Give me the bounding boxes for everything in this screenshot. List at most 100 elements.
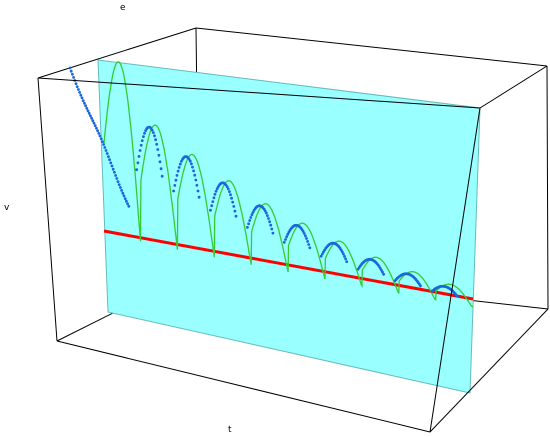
measured-point bbox=[139, 143, 143, 147]
measured-point bbox=[105, 152, 109, 155]
measured-point bbox=[89, 114, 92, 118]
measured-point bbox=[77, 88, 80, 91]
measured-point bbox=[156, 148, 160, 151]
measured-point bbox=[87, 111, 91, 115]
measured-point bbox=[99, 137, 103, 141]
measured-point bbox=[120, 189, 123, 192]
measured-point bbox=[213, 192, 217, 196]
measured-point bbox=[98, 134, 102, 138]
measured-point bbox=[195, 183, 199, 187]
measured-point bbox=[231, 200, 235, 204]
measured-point bbox=[304, 234, 307, 238]
measured-point bbox=[234, 214, 238, 218]
measured-point bbox=[140, 139, 144, 143]
measured-point bbox=[268, 220, 271, 224]
measured-point bbox=[116, 180, 120, 184]
measured-point bbox=[266, 214, 269, 218]
measured-point bbox=[197, 195, 201, 199]
axis-label-e: e bbox=[120, 3, 126, 13]
measured-point bbox=[96, 129, 99, 133]
measured-points bbox=[68, 66, 459, 298]
box-edge bbox=[429, 107, 481, 433]
axis-label-v: v bbox=[4, 203, 10, 213]
box-edge bbox=[479, 65, 548, 109]
measured-point bbox=[173, 184, 177, 187]
measured-point bbox=[107, 155, 110, 159]
measured-point bbox=[101, 140, 104, 144]
box-edge bbox=[429, 308, 549, 433]
measured-point bbox=[69, 69, 73, 73]
measured-point bbox=[127, 204, 131, 208]
measured-point bbox=[215, 187, 219, 191]
measured-point bbox=[419, 284, 422, 288]
measured-point bbox=[340, 250, 344, 254]
measured-point bbox=[194, 178, 198, 182]
measured-point bbox=[68, 66, 72, 70]
measured-point bbox=[136, 161, 140, 165]
measured-point bbox=[305, 237, 308, 240]
measured-point bbox=[110, 164, 114, 168]
measured-point bbox=[230, 196, 234, 200]
measured-point bbox=[192, 169, 196, 173]
measured-point bbox=[126, 202, 129, 206]
measured-point bbox=[75, 85, 79, 88]
measured-point bbox=[111, 167, 115, 171]
box-front-edges bbox=[37, 65, 549, 433]
measured-point bbox=[264, 211, 268, 215]
measured-point bbox=[119, 186, 122, 189]
box-edge bbox=[56, 340, 431, 433]
box-edge bbox=[195, 27, 548, 67]
measured-point bbox=[270, 227, 274, 231]
measured-point bbox=[92, 121, 96, 125]
measured-point bbox=[232, 205, 236, 208]
measured-point bbox=[345, 260, 349, 263]
measured-point bbox=[285, 235, 288, 239]
measured-point bbox=[135, 168, 139, 172]
measured-point bbox=[263, 209, 267, 213]
measured-point bbox=[246, 226, 249, 229]
box-edge bbox=[546, 65, 549, 310]
measured-point bbox=[282, 240, 286, 244]
measured-point bbox=[91, 119, 95, 123]
measured-point bbox=[249, 216, 253, 219]
measured-point bbox=[113, 170, 116, 174]
measured-point bbox=[125, 199, 128, 203]
measured-point bbox=[109, 161, 113, 165]
measured-point bbox=[301, 230, 305, 233]
measured-point bbox=[80, 96, 84, 100]
box-edge bbox=[37, 27, 197, 79]
measured-point bbox=[153, 134, 156, 138]
measured-point bbox=[142, 135, 145, 139]
measured-point bbox=[196, 189, 200, 193]
measured-point bbox=[190, 162, 193, 166]
data-plane bbox=[97, 59, 481, 394]
measured-point bbox=[321, 252, 324, 256]
measured-point bbox=[267, 217, 270, 220]
measured-point bbox=[117, 183, 121, 187]
measured-point bbox=[103, 146, 107, 149]
measured-point bbox=[251, 211, 255, 214]
measured-point bbox=[187, 157, 191, 161]
measured-point bbox=[72, 76, 75, 79]
measured-point bbox=[115, 177, 119, 180]
measured-point bbox=[191, 165, 194, 169]
measured-point bbox=[159, 167, 163, 171]
measured-point bbox=[177, 166, 181, 169]
model-curve bbox=[103, 61, 473, 308]
measured-point bbox=[90, 116, 93, 120]
measured-point bbox=[79, 93, 83, 97]
measured-point bbox=[382, 272, 385, 276]
measured-point bbox=[174, 178, 178, 182]
measured-point bbox=[247, 222, 251, 226]
measured-point bbox=[343, 255, 346, 258]
measured-point bbox=[176, 169, 180, 173]
measured-point bbox=[83, 101, 86, 105]
measured-point bbox=[212, 196, 216, 200]
measured-point bbox=[344, 257, 347, 261]
measured-point bbox=[71, 72, 74, 76]
measured-point bbox=[85, 107, 89, 110]
measured-point bbox=[93, 124, 97, 127]
measured-point bbox=[158, 160, 162, 164]
measured-point bbox=[102, 143, 105, 146]
